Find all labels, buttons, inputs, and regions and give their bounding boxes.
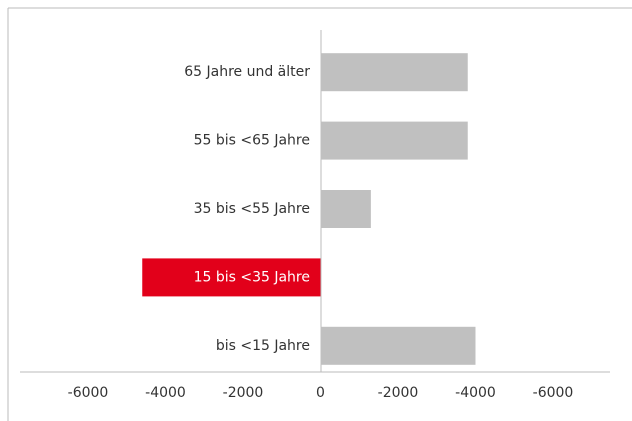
- y-tick-label: 15 bis <35 Jahre: [194, 269, 310, 285]
- bar: [320, 121, 468, 160]
- x-tick-label: -4000: [145, 385, 186, 401]
- y-tick-label: 55 bis <65 Jahre: [194, 133, 310, 149]
- bar: [320, 326, 476, 365]
- bar: [142, 258, 321, 297]
- y-tick-label: 35 bis <55 Jahre: [194, 201, 310, 217]
- y-tick-label: bis <15 Jahre: [216, 338, 310, 354]
- x-tick-label: -2000: [223, 385, 264, 401]
- x-tick-label: -2000: [378, 385, 419, 401]
- bar: [320, 190, 371, 228]
- x-tick-label: 0: [316, 385, 325, 401]
- bar: [320, 53, 468, 92]
- x-tick-label: -6000: [68, 385, 109, 401]
- y-tick-label: 65 Jahre und älter: [184, 64, 310, 80]
- x-tick-label: -6000: [533, 385, 574, 401]
- x-tick-label: -4000: [455, 385, 496, 401]
